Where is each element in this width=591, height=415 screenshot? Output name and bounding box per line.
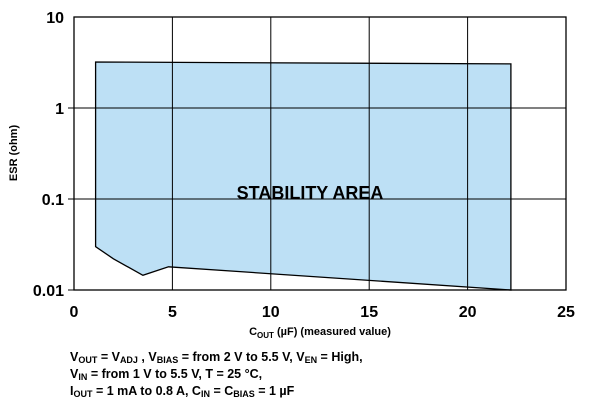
x-tick-label-2: 10 xyxy=(262,304,280,321)
test-conditions: VOUT = VADJ , VBIAS = from 2 V to 5.5 V,… xyxy=(70,349,585,400)
grid xyxy=(68,16,567,291)
y-tick-label-3: 10 xyxy=(46,10,64,27)
condition-text: I xyxy=(70,384,74,398)
stability-region xyxy=(94,61,512,291)
condition-text: = from 2 V to 5.5 V, V xyxy=(178,350,305,364)
x-tick-label-0: 0 xyxy=(70,304,79,321)
stability-area-label: STABILITY AREA xyxy=(237,183,384,203)
esr-stability-chart: 0 5 10 15 20 25 0.01 0.1 1 10 STABILITY AREA ESR… xyxy=(8,10,575,340)
condition-text: V xyxy=(70,367,79,381)
x-tick-label-3: 15 xyxy=(360,304,378,321)
plot-frame xyxy=(73,16,567,291)
condition-subscript: ADJ xyxy=(119,355,138,365)
y-axis-label: ESR (ohm) xyxy=(8,125,20,182)
x-axis-label-sub: OUT xyxy=(257,331,274,340)
condition-text: = from 1 V to 5.5 V, T = 25 °C, xyxy=(87,367,263,381)
stability-area-polygon xyxy=(94,61,512,291)
condition-subscript: EN xyxy=(304,355,318,365)
condition-subscript: IN xyxy=(78,372,88,382)
condition-line-0: VOUT = VADJ , VBIAS = from 2 V to 5.5 V,… xyxy=(70,349,585,366)
condition-line-2: IOUT = 1 mA to 0.8 A, CIN = CBIAS = 1 µF xyxy=(70,383,585,400)
x-tick-label-1: 5 xyxy=(168,304,177,321)
condition-subscript: BIAS xyxy=(156,355,179,365)
condition-text: , V xyxy=(137,350,157,364)
y-tick-label-2: 1 xyxy=(55,101,64,118)
y-tick-label-1: 0.1 xyxy=(42,192,64,209)
x-tick-label-5: 25 xyxy=(557,304,575,321)
condition-subscript: OUT xyxy=(73,389,93,399)
condition-text: = High, xyxy=(317,350,363,364)
condition-subscript: BIAS xyxy=(233,389,255,399)
y-tick-labels: 0.01 0.1 1 10 xyxy=(33,10,64,300)
x-axis-label-main: C xyxy=(249,326,257,338)
condition-subscript: OUT xyxy=(78,355,98,365)
x-axis-label: COUT (µF) (measured value) xyxy=(249,326,391,340)
condition-line-1: VIN = from 1 V to 5.5 V, T = 25 °C, xyxy=(70,366,585,383)
condition-subscript: IN xyxy=(200,389,210,399)
condition-text: V xyxy=(70,350,79,364)
y-tick-label-0: 0.01 xyxy=(33,283,64,300)
x-axis-label-rest: (µF) (measured value) xyxy=(274,326,391,338)
condition-text: = C xyxy=(209,384,234,398)
condition-text: = 1 µF xyxy=(254,384,295,398)
x-tick-label-4: 20 xyxy=(459,304,477,321)
condition-text: = 1 mA to 0.8 A, C xyxy=(92,384,201,398)
condition-text: = V xyxy=(97,350,120,364)
x-tick-labels: 0 5 10 15 20 25 xyxy=(70,304,575,321)
